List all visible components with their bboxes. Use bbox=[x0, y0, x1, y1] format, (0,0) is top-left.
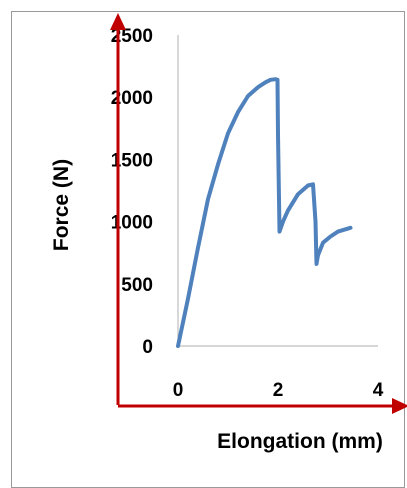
y-tick-label: 2000 bbox=[111, 88, 153, 109]
y-axis-title: Force (N) bbox=[50, 159, 73, 251]
y-tick-label: 1500 bbox=[111, 150, 153, 171]
x-axis-title: Elongation (mm) bbox=[217, 430, 383, 453]
x-tick-label: 2 bbox=[273, 380, 284, 401]
y-axis-arrowhead bbox=[110, 13, 126, 30]
y-tick-label: 1000 bbox=[111, 213, 153, 234]
y-tick-label: 0 bbox=[142, 337, 153, 358]
y-tick-label: 500 bbox=[121, 275, 153, 296]
x-axis-arrowhead bbox=[392, 398, 407, 414]
x-tick-label: 0 bbox=[173, 380, 184, 401]
x-tick-label: 4 bbox=[373, 380, 384, 401]
series-line bbox=[176, 77, 353, 348]
y-tick-label: 2500 bbox=[111, 26, 153, 47]
